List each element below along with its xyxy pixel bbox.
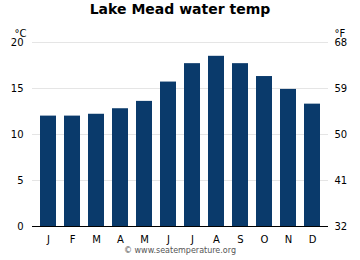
html-text:© www.seatemperature.org: © www.seatemperature.org xyxy=(124,246,236,255)
svg-text:N: N xyxy=(285,234,292,245)
svg-text:68: 68 xyxy=(334,36,348,48)
svg-text:J: J xyxy=(46,234,50,245)
svg-text:0: 0 xyxy=(17,221,23,232)
svg-text:M: M xyxy=(140,234,149,245)
svg-text:A: A xyxy=(213,234,220,245)
svg-text:O: O xyxy=(261,234,269,245)
svg-text:J: J xyxy=(190,234,194,245)
svg-text:5: 5 xyxy=(17,175,23,186)
svg-text:50: 50 xyxy=(335,129,348,140)
svg-text:41: 41 xyxy=(335,175,348,186)
svg-text:D: D xyxy=(309,234,317,245)
html-text:Lake Mead water temp: Lake Mead water temp xyxy=(89,1,271,17)
svg-text:J: J xyxy=(166,234,170,245)
svg-text:10: 10 xyxy=(11,129,24,140)
svg-text:15: 15 xyxy=(11,83,24,94)
svg-text:20: 20 xyxy=(10,36,24,48)
svg-text:32: 32 xyxy=(335,221,348,232)
svg-text:°F: °F xyxy=(335,28,346,39)
svg-text:S: S xyxy=(237,234,243,245)
svg-text:59: 59 xyxy=(335,83,348,94)
svg-text:A: A xyxy=(117,234,124,245)
svg-text:M: M xyxy=(92,234,101,245)
svg-text:F: F xyxy=(70,234,76,245)
svg-text:°C: °C xyxy=(15,28,27,39)
